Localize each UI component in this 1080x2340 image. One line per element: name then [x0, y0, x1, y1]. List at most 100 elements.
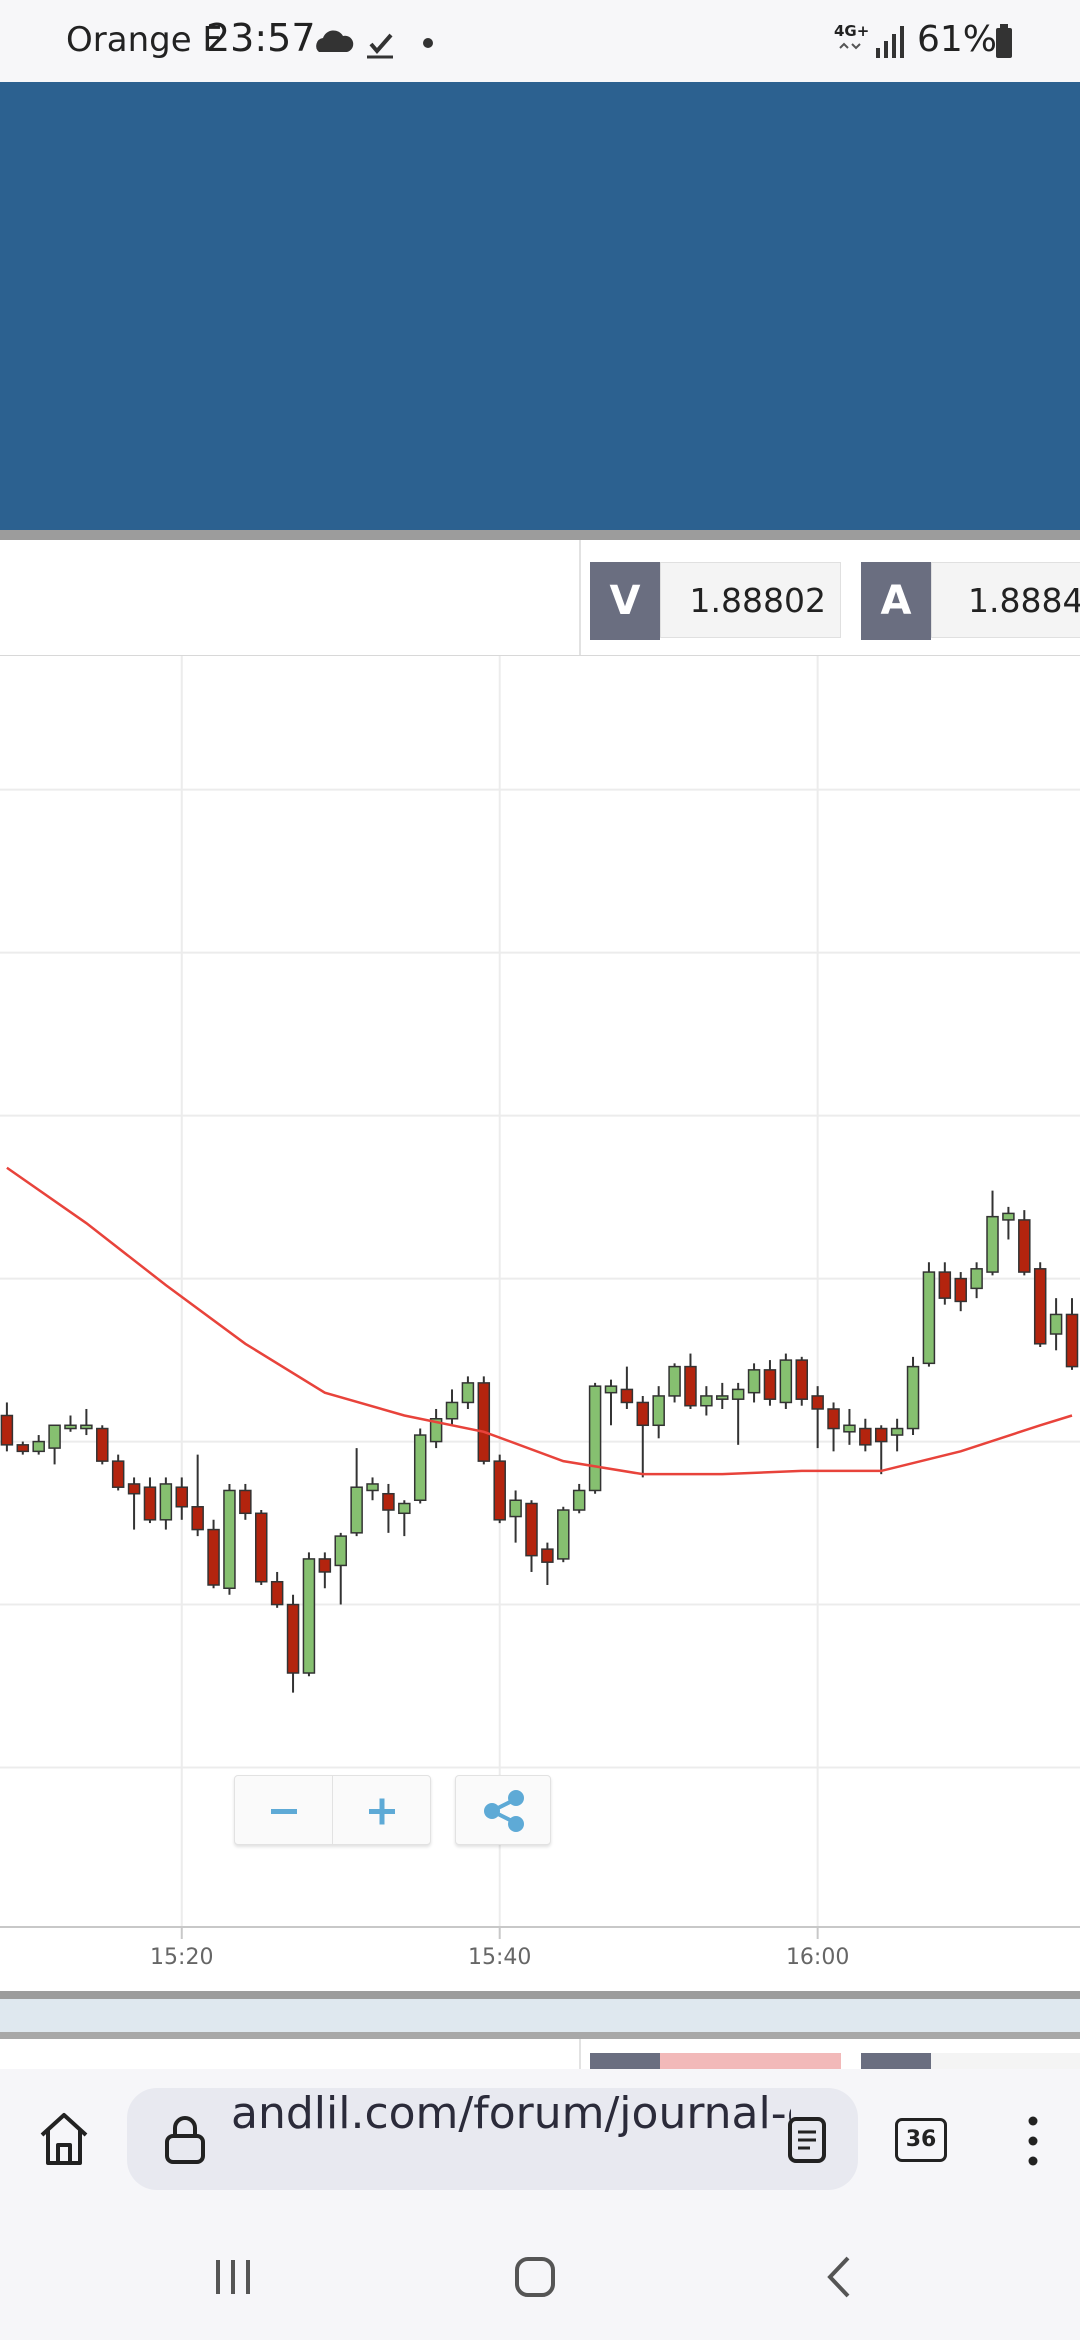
- label-box: [590, 2053, 660, 2069]
- candle-body: [48, 1424, 61, 1449]
- candle-body: [1018, 1219, 1031, 1273]
- candle-body: [366, 1483, 379, 1492]
- url: andlil.com/forum/journal-c: [231, 2088, 791, 2139]
- candle-body: [223, 1489, 236, 1590]
- candle-body: [0, 1414, 14, 1446]
- value-box: [931, 2053, 1080, 2069]
- candle-body: [525, 1502, 538, 1557]
- moving-average: [6, 1166, 1073, 1476]
- zoom-controls: [234, 1775, 431, 1845]
- candle-body: [541, 1548, 554, 1563]
- candle-body: [636, 1401, 650, 1427]
- candle-body: [398, 1502, 411, 1515]
- candle-body: [763, 1369, 777, 1400]
- nav-buttons: [216, 2256, 850, 2298]
- candle-body: [684, 1365, 697, 1407]
- candle-body: [668, 1365, 681, 1397]
- candle-body: [445, 1401, 459, 1420]
- candle-body: [954, 1277, 967, 1303]
- battery-level: 61%: [917, 19, 998, 60]
- candle-body: [32, 1440, 45, 1453]
- recents-button[interactable]: [216, 2260, 250, 2294]
- candle-body: [827, 1408, 840, 1430]
- candle-body: [239, 1489, 252, 1515]
- candle-body: [143, 1486, 157, 1521]
- address-bar[interactable]: andlil.com/forum/journal-c: [127, 2088, 858, 2190]
- candle-body: [96, 1427, 109, 1462]
- home-nav[interactable]: [515, 2257, 555, 2297]
- candle-body: [811, 1395, 824, 1410]
- home-button[interactable]: [38, 2111, 90, 2167]
- candle-body: [334, 1535, 347, 1567]
- candle-body: [64, 1424, 77, 1430]
- share-button[interactable]: [455, 1775, 551, 1845]
- ask-price: 1.88845: [931, 562, 1080, 638]
- candle-body: [286, 1603, 300, 1674]
- clock: 23:57: [206, 16, 316, 60]
- battery-icon: [996, 24, 1012, 58]
- zoom-out[interactable]: [271, 1809, 297, 1814]
- site-header: [0, 82, 1080, 530]
- status-icons: [316, 30, 433, 59]
- candle-body: [700, 1395, 713, 1407]
- candle-body: [302, 1558, 316, 1674]
- candle-body: [1002, 1212, 1015, 1221]
- signal-icon: [839, 26, 904, 58]
- candle-body: [716, 1395, 729, 1400]
- candle-body: [795, 1359, 808, 1400]
- candle-body: [874, 1427, 888, 1443]
- menu-button[interactable]: [1023, 2114, 1043, 2168]
- navigation-bar: [0, 2208, 1080, 2340]
- divider: [579, 540, 581, 655]
- browser-bar: andlil.com/forum/journal-c 36: [0, 2069, 1080, 2208]
- candle-body: [477, 1382, 491, 1462]
- candle-body: [413, 1434, 427, 1501]
- x-tick-label: 16:00: [786, 1945, 849, 1970]
- tab-count[interactable]: 36: [895, 2118, 947, 2162]
- chart: 15:20 15:40 16:00: [0, 656, 1080, 1970]
- candle-body: [159, 1483, 173, 1521]
- back-button[interactable]: [827, 2256, 850, 2298]
- candle-body: [255, 1512, 268, 1583]
- candle-body: [350, 1486, 363, 1534]
- candle-body: [270, 1580, 284, 1606]
- bid-label: V: [590, 562, 660, 640]
- carrier: Orange F: [66, 20, 222, 60]
- candle-body: [16, 1444, 30, 1453]
- label-box: [861, 2053, 931, 2069]
- plot-area: [0, 656, 1080, 1927]
- candle-body: [429, 1418, 443, 1443]
- candle-body: [890, 1427, 904, 1436]
- candle-body: [938, 1271, 952, 1299]
- candle-body: [191, 1506, 204, 1531]
- candle-body: [493, 1460, 506, 1521]
- candle-body: [80, 1424, 93, 1430]
- candle-body: [318, 1558, 332, 1573]
- lock-icon: [165, 2116, 205, 2164]
- candle-body: [509, 1499, 522, 1518]
- candle-body: [1033, 1268, 1047, 1345]
- candle-body: [986, 1215, 999, 1273]
- candle-body: [111, 1460, 125, 1488]
- reader-icon[interactable]: [787, 2116, 829, 2164]
- candle-body: [779, 1359, 793, 1404]
- candle-body: [461, 1382, 475, 1404]
- quote-bar: V 1.88802 A 1.88845: [0, 540, 1080, 657]
- candle-body: [588, 1385, 602, 1492]
- candle-body: [175, 1486, 189, 1508]
- divider: [579, 2039, 581, 2069]
- candle-body: [382, 1492, 395, 1511]
- divider: [0, 1991, 1080, 1999]
- candle-body: [1065, 1313, 1079, 1368]
- candle-body: [207, 1528, 220, 1586]
- status-bar: Orange F 23:57 4G+ 61%: [0, 0, 1080, 82]
- bid-price: 1.88802: [660, 562, 841, 638]
- candle-body: [620, 1388, 634, 1404]
- candle-body: [572, 1489, 586, 1511]
- candle-body: [557, 1509, 570, 1560]
- x-tick-label: 15:20: [150, 1945, 213, 1970]
- candle-body: [922, 1271, 936, 1365]
- zoom-in-bar: [379, 1798, 385, 1825]
- candle-body: [731, 1388, 745, 1400]
